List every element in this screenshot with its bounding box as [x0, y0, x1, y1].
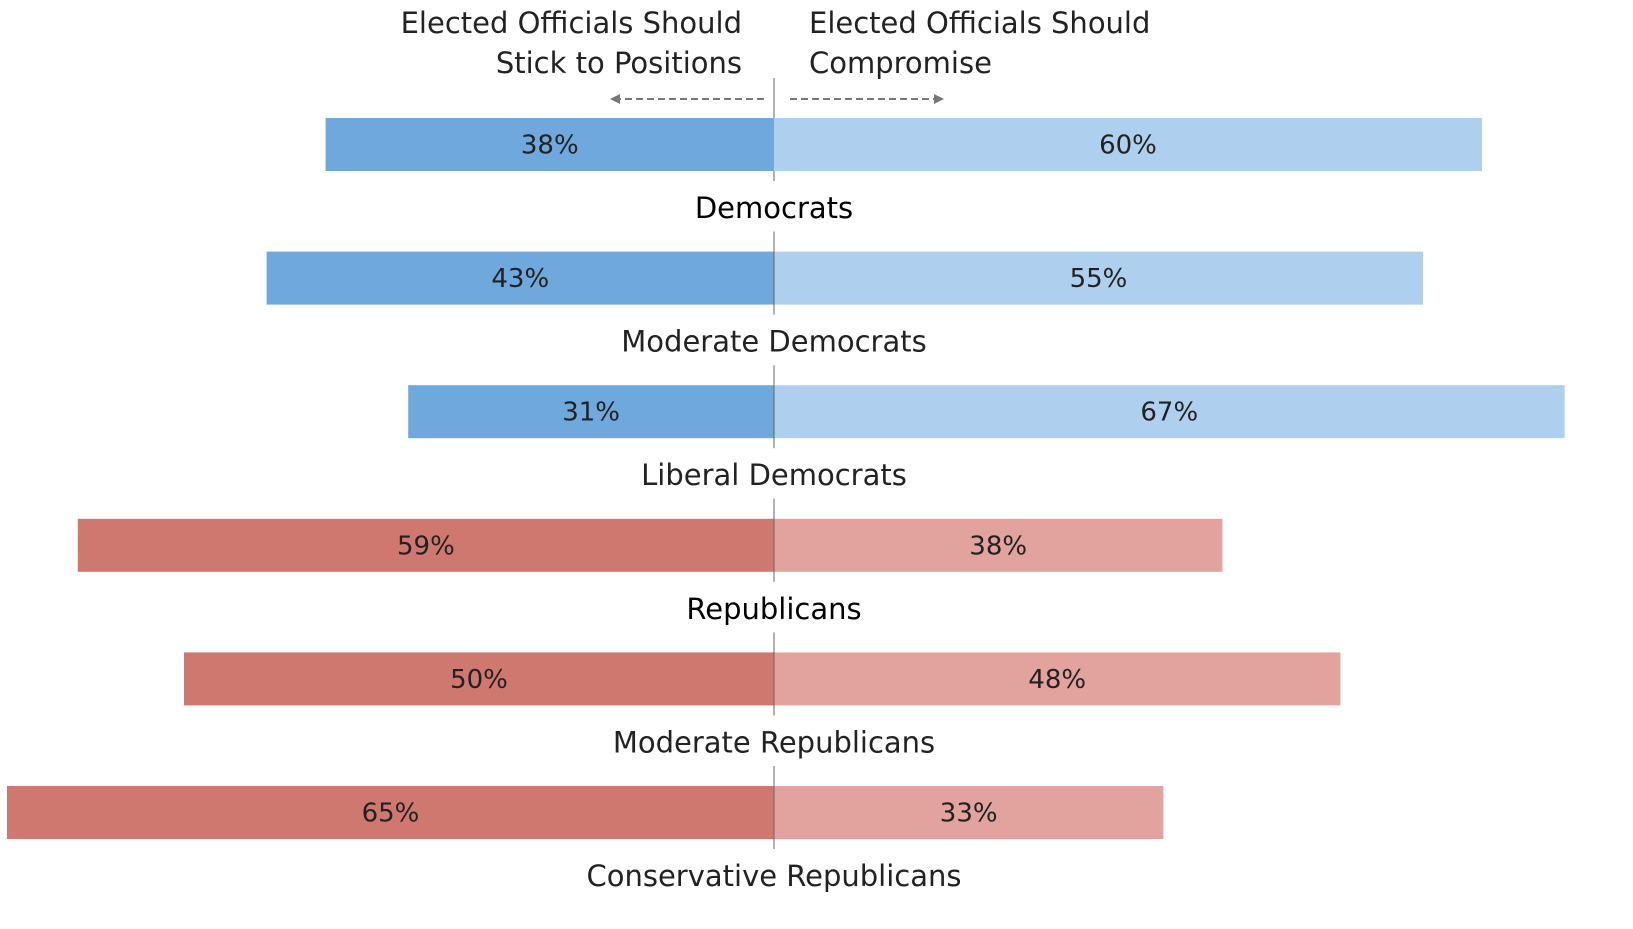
data-label-compromise: 67%	[1140, 398, 1198, 428]
bar-compromise	[774, 518, 1223, 572]
bar-compromise	[774, 251, 1423, 305]
data-label-stick-to-positions: 38%	[521, 131, 579, 161]
bars-layer: 38% 60% Democrats 43% 55% Moderate Democrats 3…	[7, 118, 1565, 893]
data-label-compromise: 55%	[1070, 264, 1128, 294]
bar-compromise	[774, 385, 1565, 439]
category-label: Liberal Democrats	[641, 458, 907, 492]
header-right-line-1: Elected Officials Should	[809, 6, 1150, 40]
data-label-compromise: 38%	[969, 531, 1027, 561]
category-label: Republicans	[686, 592, 861, 626]
bar-stick-to-positions	[77, 518, 775, 572]
header-left-line-2: Stick to Positions	[496, 46, 742, 80]
category-label: Moderate Democrats	[621, 325, 926, 359]
bar-stick-to-positions	[266, 251, 774, 305]
data-label-stick-to-positions: 31%	[562, 398, 620, 428]
bar-stick-to-positions	[7, 786, 774, 839]
bar-compromise	[774, 652, 1341, 706]
bar-stick-to-positions	[408, 385, 774, 439]
bar-stick-to-positions	[184, 652, 774, 706]
bar-stick-to-positions	[325, 118, 774, 171]
category-label: Moderate Republicans	[613, 725, 935, 759]
header-right-line-2: Compromise	[809, 46, 992, 80]
category-label: Democrats	[695, 191, 853, 225]
data-label-compromise: 48%	[1028, 665, 1086, 695]
bar-compromise	[774, 786, 1164, 839]
data-label-stick-to-positions: 43%	[491, 264, 549, 294]
data-label-compromise: 33%	[940, 799, 998, 829]
data-label-stick-to-positions: 65%	[362, 799, 420, 829]
header-left-line-1: Elected Officials Should	[401, 6, 742, 40]
bar-compromise	[774, 118, 1482, 171]
data-label-stick-to-positions: 59%	[397, 531, 455, 561]
category-label: Conservative Republicans	[586, 859, 961, 893]
data-label-compromise: 60%	[1099, 131, 1157, 161]
data-label-stick-to-positions: 50%	[450, 665, 508, 695]
